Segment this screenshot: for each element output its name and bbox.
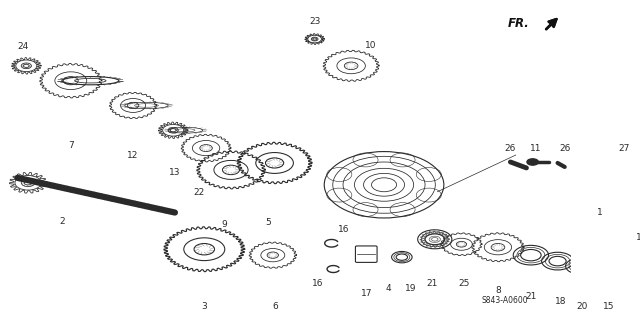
- Text: 12: 12: [127, 151, 139, 160]
- Circle shape: [527, 159, 538, 165]
- Text: 19: 19: [405, 284, 417, 293]
- Text: 26: 26: [559, 144, 570, 152]
- Text: 6: 6: [273, 302, 278, 311]
- Text: 5: 5: [266, 218, 271, 227]
- Text: 11: 11: [529, 144, 541, 152]
- Text: 27: 27: [619, 144, 630, 152]
- Text: 9: 9: [221, 220, 227, 229]
- Text: FR.: FR.: [508, 17, 530, 30]
- Text: 24: 24: [17, 42, 29, 51]
- Text: 26: 26: [505, 144, 516, 152]
- Text: 4: 4: [386, 284, 391, 293]
- Text: 14: 14: [636, 233, 640, 242]
- Text: 13: 13: [169, 168, 180, 177]
- Text: 16: 16: [312, 279, 323, 288]
- Text: 25: 25: [458, 279, 470, 288]
- Text: 1: 1: [596, 208, 602, 217]
- Text: 2: 2: [59, 217, 65, 226]
- Text: 22: 22: [193, 188, 205, 197]
- Text: 21: 21: [426, 279, 438, 288]
- Text: 7: 7: [68, 141, 74, 150]
- Text: 8: 8: [495, 286, 501, 295]
- Text: 10: 10: [365, 41, 376, 50]
- Text: 16: 16: [339, 225, 349, 234]
- Text: 21: 21: [525, 292, 536, 301]
- Text: 23: 23: [309, 17, 321, 26]
- Text: 18: 18: [554, 297, 566, 306]
- Text: 17: 17: [360, 289, 372, 298]
- Text: 20: 20: [577, 302, 588, 311]
- Text: S843-A0600: S843-A0600: [482, 296, 529, 305]
- Text: 15: 15: [604, 302, 615, 311]
- Text: 3: 3: [202, 302, 207, 311]
